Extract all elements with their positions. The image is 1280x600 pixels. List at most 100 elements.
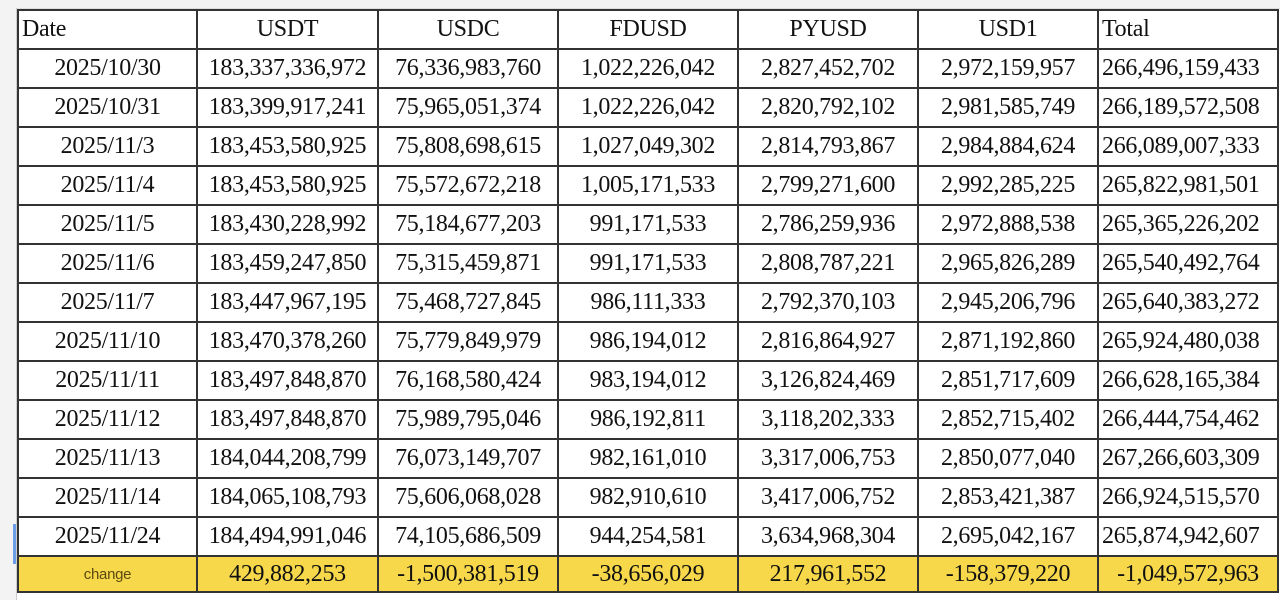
value-cell-usd1[interactable]: 2,850,077,040: [917, 438, 1099, 479]
column-header-usdc[interactable]: USDC: [377, 9, 559, 50]
value-cell-usdt[interactable]: 183,430,228,992: [196, 204, 379, 245]
change-cell-total[interactable]: -1,049,572,963: [1097, 555, 1279, 593]
value-cell-fdusd[interactable]: 944,254,581: [557, 516, 739, 557]
value-cell-pyusd[interactable]: 2,799,271,600: [737, 165, 919, 206]
value-cell-usd1[interactable]: 2,965,826,289: [917, 243, 1099, 284]
value-cell-usdc[interactable]: 75,779,849,979: [377, 321, 559, 362]
value-cell-usdc[interactable]: 75,468,727,845: [377, 282, 559, 323]
value-cell-pyusd[interactable]: 3,126,824,469: [737, 360, 919, 401]
value-cell-usdc[interactable]: 75,965,051,374: [377, 87, 559, 128]
value-cell-pyusd[interactable]: 2,820,792,102: [737, 87, 919, 128]
change-cell-pyusd[interactable]: 217,961,552: [737, 555, 919, 593]
value-cell-usdt[interactable]: 183,399,917,241: [196, 87, 379, 128]
value-cell-pyusd[interactable]: 3,634,968,304: [737, 516, 919, 557]
value-cell-usdc[interactable]: 75,989,795,046: [377, 399, 559, 440]
value-cell-total[interactable]: 267,266,603,309: [1097, 438, 1279, 479]
date-cell[interactable]: 2025/11/11: [17, 360, 198, 401]
value-cell-usdc[interactable]: 75,572,672,218: [377, 165, 559, 206]
value-cell-fdusd[interactable]: 1,022,226,042: [557, 48, 739, 89]
date-cell[interactable]: 2025/11/7: [17, 282, 198, 323]
date-cell[interactable]: 2025/11/12: [17, 399, 198, 440]
value-cell-usd1[interactable]: 2,851,717,609: [917, 360, 1099, 401]
value-cell-usd1[interactable]: 2,984,884,624: [917, 126, 1099, 167]
value-cell-total[interactable]: 265,640,383,272: [1097, 282, 1279, 323]
value-cell-fdusd[interactable]: 991,171,533: [557, 243, 739, 284]
date-cell[interactable]: 2025/11/6: [17, 243, 198, 284]
value-cell-pyusd[interactable]: 3,417,006,752: [737, 477, 919, 518]
value-cell-pyusd[interactable]: 2,786,259,936: [737, 204, 919, 245]
value-cell-total[interactable]: 266,444,754,462: [1097, 399, 1279, 440]
value-cell-usdt[interactable]: 183,497,848,870: [196, 360, 379, 401]
column-header-total[interactable]: Total: [1097, 9, 1279, 50]
date-cell[interactable]: 2025/10/30: [17, 48, 198, 89]
value-cell-pyusd[interactable]: 2,816,864,927: [737, 321, 919, 362]
date-cell[interactable]: 2025/11/14: [17, 477, 198, 518]
value-cell-usd1[interactable]: 2,852,715,402: [917, 399, 1099, 440]
value-cell-fdusd[interactable]: 1,005,171,533: [557, 165, 739, 206]
value-cell-usdt[interactable]: 183,453,580,925: [196, 126, 379, 167]
value-cell-usdt[interactable]: 183,470,378,260: [196, 321, 379, 362]
date-cell[interactable]: 2025/11/4: [17, 165, 198, 206]
value-cell-total[interactable]: 265,822,981,501: [1097, 165, 1279, 206]
value-cell-fdusd[interactable]: 982,910,610: [557, 477, 739, 518]
change-cell-fdusd[interactable]: -38,656,029: [557, 555, 739, 593]
column-header-fdusd[interactable]: FDUSD: [557, 9, 739, 50]
value-cell-usd1[interactable]: 2,972,159,957: [917, 48, 1099, 89]
value-cell-fdusd[interactable]: 1,022,226,042: [557, 87, 739, 128]
value-cell-fdusd[interactable]: 1,027,049,302: [557, 126, 739, 167]
value-cell-total[interactable]: 266,189,572,508: [1097, 87, 1279, 128]
value-cell-pyusd[interactable]: 2,814,793,867: [737, 126, 919, 167]
value-cell-total[interactable]: 266,496,159,433: [1097, 48, 1279, 89]
value-cell-pyusd[interactable]: 3,317,006,753: [737, 438, 919, 479]
change-cell-usdt[interactable]: 429,882,253: [196, 555, 379, 593]
value-cell-usdc[interactable]: 76,168,580,424: [377, 360, 559, 401]
value-cell-usd1[interactable]: 2,981,585,749: [917, 87, 1099, 128]
value-cell-fdusd[interactable]: 986,194,012: [557, 321, 739, 362]
date-cell[interactable]: 2025/10/31: [17, 87, 198, 128]
value-cell-total[interactable]: 266,089,007,333: [1097, 126, 1279, 167]
value-cell-usd1[interactable]: 2,695,042,167: [917, 516, 1099, 557]
column-header-pyusd[interactable]: PYUSD: [737, 9, 919, 50]
column-header-usdt[interactable]: USDT: [196, 9, 379, 50]
value-cell-usdc[interactable]: 75,808,698,615: [377, 126, 559, 167]
value-cell-usdt[interactable]: 183,453,580,925: [196, 165, 379, 206]
value-cell-total[interactable]: 265,540,492,764: [1097, 243, 1279, 284]
column-header-usd1[interactable]: USD1: [917, 9, 1099, 50]
value-cell-usdt[interactable]: 184,044,208,799: [196, 438, 379, 479]
value-cell-usd1[interactable]: 2,871,192,860: [917, 321, 1099, 362]
date-cell[interactable]: 2025/11/10: [17, 321, 198, 362]
value-cell-usdc[interactable]: 75,315,459,871: [377, 243, 559, 284]
value-cell-total[interactable]: 265,874,942,607: [1097, 516, 1279, 557]
value-cell-usdt[interactable]: 183,497,848,870: [196, 399, 379, 440]
value-cell-usdt[interactable]: 183,459,247,850: [196, 243, 379, 284]
value-cell-usd1[interactable]: 2,945,206,796: [917, 282, 1099, 323]
value-cell-fdusd[interactable]: 991,171,533: [557, 204, 739, 245]
value-cell-fdusd[interactable]: 983,194,012: [557, 360, 739, 401]
value-cell-usdc[interactable]: 75,606,068,028: [377, 477, 559, 518]
date-cell[interactable]: 2025/11/5: [17, 204, 198, 245]
change-cell-usd1[interactable]: -158,379,220: [917, 555, 1099, 593]
value-cell-pyusd[interactable]: 2,808,787,221: [737, 243, 919, 284]
value-cell-usd1[interactable]: 2,992,285,225: [917, 165, 1099, 206]
value-cell-usdc[interactable]: 74,105,686,509: [377, 516, 559, 557]
change-label[interactable]: change: [17, 555, 198, 593]
value-cell-usdt[interactable]: 183,447,967,195: [196, 282, 379, 323]
change-cell-usdc[interactable]: -1,500,381,519: [377, 555, 559, 593]
date-cell[interactable]: 2025/11/3: [17, 126, 198, 167]
value-cell-usdt[interactable]: 184,494,991,046: [196, 516, 379, 557]
value-cell-fdusd[interactable]: 982,161,010: [557, 438, 739, 479]
value-cell-total[interactable]: 265,924,480,038: [1097, 321, 1279, 362]
date-cell[interactable]: 2025/11/24: [17, 516, 198, 557]
value-cell-usd1[interactable]: 2,853,421,387: [917, 477, 1099, 518]
value-cell-total[interactable]: 266,628,165,384: [1097, 360, 1279, 401]
value-cell-usdt[interactable]: 184,065,108,793: [196, 477, 379, 518]
value-cell-usd1[interactable]: 2,972,888,538: [917, 204, 1099, 245]
value-cell-fdusd[interactable]: 986,192,811: [557, 399, 739, 440]
column-header-date[interactable]: Date: [17, 9, 198, 50]
value-cell-total[interactable]: 265,365,226,202: [1097, 204, 1279, 245]
date-cell[interactable]: 2025/11/13: [17, 438, 198, 479]
value-cell-fdusd[interactable]: 986,111,333: [557, 282, 739, 323]
value-cell-pyusd[interactable]: 2,792,370,103: [737, 282, 919, 323]
value-cell-usdc[interactable]: 75,184,677,203: [377, 204, 559, 245]
value-cell-total[interactable]: 266,924,515,570: [1097, 477, 1279, 518]
